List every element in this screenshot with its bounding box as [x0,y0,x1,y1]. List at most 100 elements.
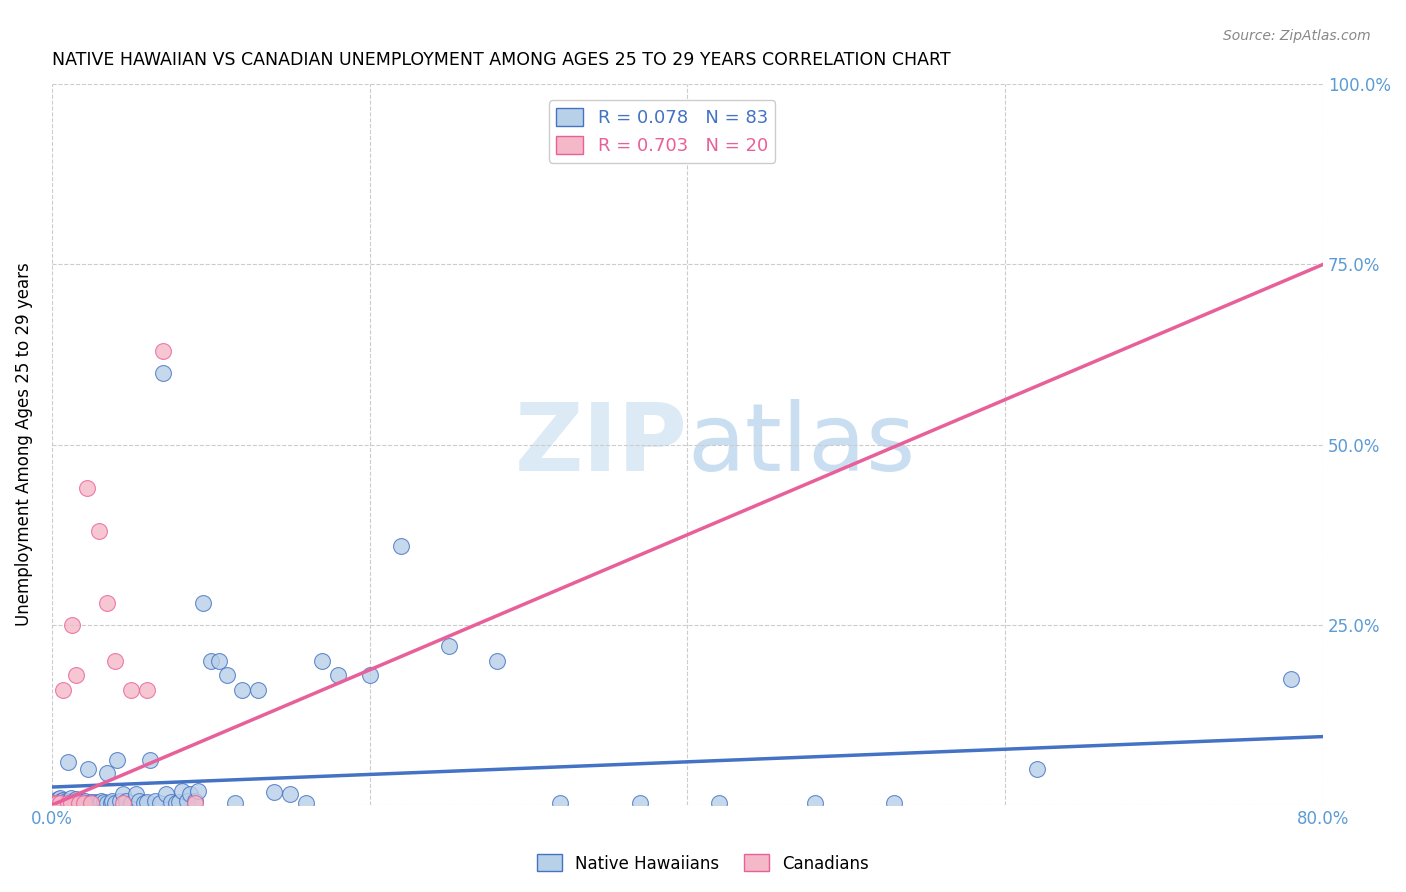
Point [56,796,79,810]
Text: atlas: atlas [688,399,915,491]
Point [152,343,174,358]
Point [48,796,70,810]
Point [69,796,91,810]
Point [170,783,193,797]
Point [72,796,94,810]
Text: Source: ZipAtlas.com: Source: ZipAtlas.com [1223,29,1371,43]
Point [311,654,333,668]
Point [44,795,66,809]
Point [278,787,301,801]
Point [90,795,112,809]
Text: NATIVE HAWAIIAN VS CANADIAN UNEMPLOYMENT AMONG AGES 25 TO 29 YEARS CORRELATION C: NATIVE HAWAIIAN VS CANADIAN UNEMPLOYMENT… [52,51,950,69]
Point [82,796,104,810]
Point [96,796,118,810]
Point [65,668,87,682]
Point [207,654,229,668]
Point [1026,762,1049,776]
Point [155,787,177,801]
Point [66,795,89,809]
Point [76,796,98,810]
Point [115,795,138,809]
Point [125,787,148,801]
Point [83,795,105,809]
Point [200,654,222,668]
Point [89,796,111,810]
Point [48,790,70,805]
Point [65,792,87,806]
Point [105,753,128,767]
Point [70,795,93,809]
Point [152,366,174,380]
Point [58,795,80,809]
Point [51,795,73,809]
Point [67,796,90,810]
Point [143,795,166,809]
Point [112,796,135,810]
Point [89,524,111,538]
Point [93,795,115,809]
Point [79,796,101,810]
Point [45,796,67,810]
Point [65,796,87,810]
Point [96,765,118,780]
Point [709,796,731,810]
Point [184,795,207,809]
Point [46,792,69,806]
Point [187,783,209,797]
Point [628,796,651,810]
Point [56,755,79,769]
Point [76,481,98,495]
Point [120,682,142,697]
Point [80,796,103,810]
Point [1279,672,1302,686]
Point [437,640,460,654]
Point [104,654,127,668]
Point [100,796,122,810]
Point [59,795,82,809]
Point [179,787,201,801]
Point [136,795,159,809]
Point [165,796,187,810]
Point [80,795,103,809]
Point [359,668,381,682]
Point [56,796,79,810]
Point [132,796,155,810]
Point [149,796,172,810]
Point [120,796,142,810]
Point [389,539,412,553]
Point [77,762,100,776]
Point [263,785,285,799]
Point [55,795,77,809]
Text: ZIP: ZIP [515,399,688,491]
Point [883,796,905,810]
Point [247,682,270,697]
Point [67,796,90,810]
Point [104,796,127,810]
Point [53,796,76,810]
Point [326,668,349,682]
Point [128,795,150,809]
Point [75,795,97,809]
Point [215,668,238,682]
Point [184,796,207,810]
Point [550,796,572,810]
Point [485,654,508,668]
Point [160,795,183,809]
Point [167,795,190,809]
Point [72,796,94,810]
Point [69,793,91,807]
Point [295,796,318,810]
Point [191,596,214,610]
Point [231,682,253,697]
Legend: Native Hawaiians, Canadians: Native Hawaiians, Canadians [530,847,876,880]
Point [52,793,75,807]
Point [136,682,159,697]
Point [803,796,825,810]
Point [108,795,131,809]
Legend: R = 0.078   N = 83, R = 0.703   N = 20: R = 0.078 N = 83, R = 0.703 N = 20 [548,101,775,162]
Point [112,787,135,801]
Point [139,753,162,767]
Point [62,617,84,632]
Point [44,796,66,810]
Y-axis label: Unemployment Among Ages 25 to 29 years: Unemployment Among Ages 25 to 29 years [15,263,32,626]
